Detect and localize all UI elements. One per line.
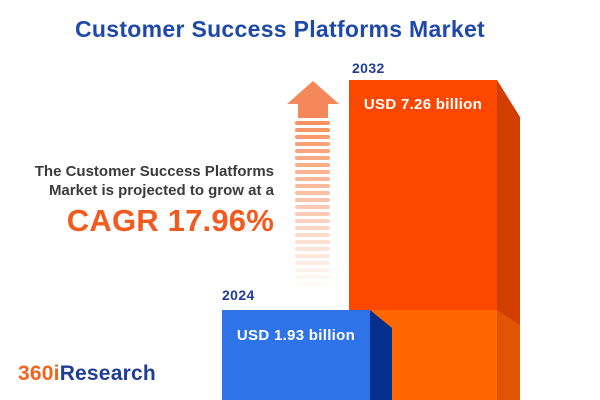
- growth-arrow-stripes: [295, 121, 330, 289]
- logo-part-360i: 360i: [18, 362, 60, 385]
- annotation-line-1: The Customer Success Platforms: [34, 163, 274, 180]
- bar-2024-side-face: [370, 310, 392, 400]
- bar-2024: USD 1.93 billion: [222, 310, 370, 400]
- annotation-line-2: Market is projected to grow at a: [48, 182, 274, 199]
- growth-arrow-icon: [287, 81, 339, 291]
- bar-2032-base-side-face: [497, 310, 520, 400]
- bar-2032-value-label: USD 7.26 billion: [363, 96, 483, 113]
- annotation-block: The Customer Success Platforms Market is…: [20, 162, 274, 239]
- logo-360iresearch: 360iResearch: [18, 362, 156, 386]
- cagr-value: CAGR 17.96%: [66, 203, 274, 238]
- logo-part-research: Research: [59, 362, 156, 385]
- bar-2032-year-label: 2032: [352, 60, 385, 76]
- bar-2024-value-label: USD 1.93 billion: [236, 327, 356, 344]
- bar-2024-year-label: 2024: [222, 287, 255, 303]
- arrow-head-icon: [287, 81, 339, 118]
- page-title: Customer Success Platforms Market: [75, 16, 485, 42]
